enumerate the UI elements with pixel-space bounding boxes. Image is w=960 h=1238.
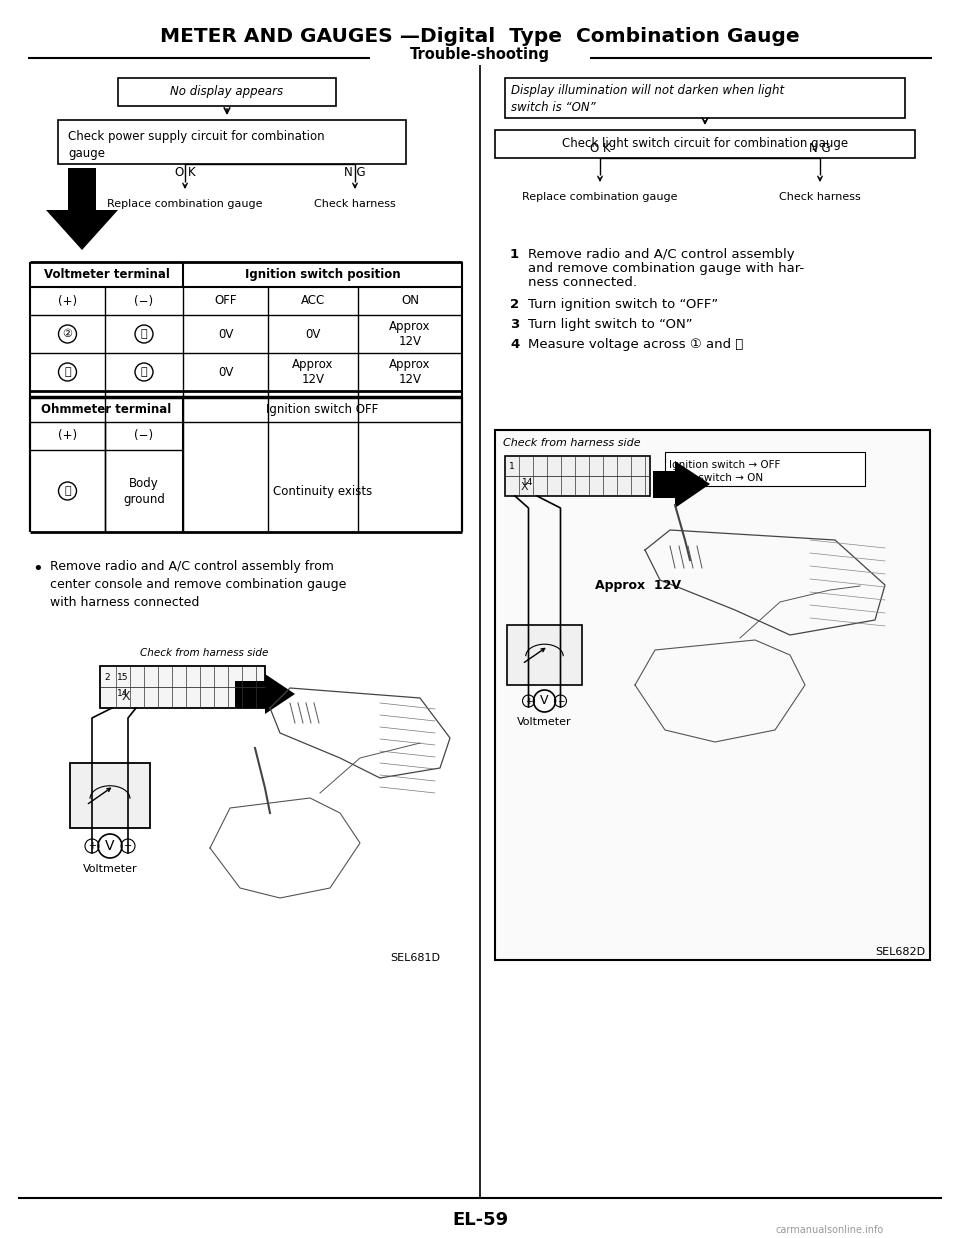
Text: ②: ② [62,329,73,339]
Text: 0V: 0V [305,328,321,340]
Text: ⑮: ⑮ [141,366,147,378]
Text: Continuity exists: Continuity exists [273,484,372,498]
Text: EL-59: EL-59 [452,1211,508,1229]
Text: ⑯: ⑯ [64,366,71,378]
Text: Check light switch circuit for combination gauge: Check light switch circuit for combinati… [562,137,848,151]
Text: Approx
12V: Approx 12V [389,358,431,386]
FancyBboxPatch shape [495,130,915,158]
FancyBboxPatch shape [505,78,905,118]
FancyBboxPatch shape [507,625,582,685]
Polygon shape [653,461,710,508]
Text: Check from harness side: Check from harness side [503,438,640,448]
Text: 2: 2 [510,298,519,311]
Text: N G: N G [809,142,830,155]
Text: −: − [124,841,132,851]
Text: V: V [106,839,115,853]
Text: 0V: 0V [218,365,233,379]
Text: 3: 3 [510,318,519,331]
Text: Check harness: Check harness [780,192,861,202]
Text: OFF: OFF [214,295,237,307]
FancyBboxPatch shape [100,666,265,708]
Text: Trouble-shooting: Trouble-shooting [410,47,550,62]
Text: 1: 1 [510,248,519,261]
Text: Voltmeter terminal: Voltmeter terminal [43,267,169,281]
Text: Turn light switch to “ON”: Turn light switch to “ON” [528,318,692,331]
Text: Approx
12V: Approx 12V [292,358,334,386]
Text: METER AND GAUGES —Digital  Type  Combination Gauge: METER AND GAUGES —Digital Type Combinati… [160,26,800,46]
FancyBboxPatch shape [58,120,406,163]
Text: Ignition switch OFF: Ignition switch OFF [266,404,378,416]
Text: (+): (+) [58,430,77,442]
Text: Remove radio and A/C control assembly: Remove radio and A/C control assembly [528,248,795,261]
Text: Turn ignition switch to “OFF”: Turn ignition switch to “OFF” [528,298,718,311]
Text: Remove radio and A/C control assembly from
center console and remove combination: Remove radio and A/C control assembly fr… [50,560,347,609]
Text: +: + [88,841,96,851]
Text: (−): (−) [134,295,154,307]
FancyBboxPatch shape [495,430,930,959]
Text: 0V: 0V [218,328,233,340]
Text: Ignition switch position: Ignition switch position [245,267,400,281]
Text: N G: N G [345,166,366,180]
FancyBboxPatch shape [70,763,150,828]
Text: 14: 14 [117,690,129,698]
Text: O K: O K [175,166,195,180]
Text: Voltmeter: Voltmeter [517,717,572,727]
Polygon shape [46,168,118,250]
Text: ACC: ACC [300,295,325,307]
Text: ness connected.: ness connected. [528,276,637,288]
Text: Light switch → ON: Light switch → ON [669,473,763,483]
Text: ON: ON [401,295,419,307]
Text: 1: 1 [509,462,515,470]
FancyBboxPatch shape [505,456,650,496]
Text: Display illumination will not darken when light
switch is “ON”: Display illumination will not darken whe… [511,84,784,114]
Text: Body
ground: Body ground [123,477,165,505]
Text: •: • [33,560,43,578]
Text: No display appears: No display appears [171,85,283,99]
Text: Check from harness side: Check from harness side [140,647,269,659]
Text: +: + [525,697,532,706]
FancyBboxPatch shape [118,78,336,106]
Text: (−): (−) [134,430,154,442]
Text: −: − [557,697,564,706]
Text: SEL682D: SEL682D [875,947,925,957]
Text: Check harness: Check harness [314,199,396,209]
Text: Voltmeter: Voltmeter [83,864,137,874]
Text: Ohmmeter terminal: Ohmmeter terminal [41,404,172,416]
Text: SEL681D: SEL681D [390,953,440,963]
Text: 4: 4 [510,338,519,352]
Text: Check power supply circuit for combination
gauge: Check power supply circuit for combinati… [68,130,324,160]
Text: ⑮: ⑮ [64,487,71,496]
Text: Replace combination gauge: Replace combination gauge [522,192,678,202]
Text: Replace combination gauge: Replace combination gauge [108,199,263,209]
Text: and remove combination gauge with har-: and remove combination gauge with har- [528,262,804,275]
Text: Approx  12V: Approx 12V [595,578,681,592]
Text: Measure voltage across ① and ⑮: Measure voltage across ① and ⑮ [528,338,743,352]
Text: 15: 15 [117,673,129,682]
Text: Ignition switch → OFF: Ignition switch → OFF [669,461,780,470]
Text: (+): (+) [58,295,77,307]
Text: V: V [540,695,549,707]
Text: O K: O K [589,142,611,155]
Text: Approx
12V: Approx 12V [389,319,431,348]
Polygon shape [235,673,295,714]
FancyBboxPatch shape [665,452,865,487]
Text: 2: 2 [104,673,109,682]
Text: 14: 14 [522,478,534,487]
Text: X: X [122,691,131,703]
Text: ⑮: ⑮ [141,329,147,339]
Text: carmanualsonline.info: carmanualsonline.info [776,1224,884,1236]
Text: X: X [520,482,528,491]
